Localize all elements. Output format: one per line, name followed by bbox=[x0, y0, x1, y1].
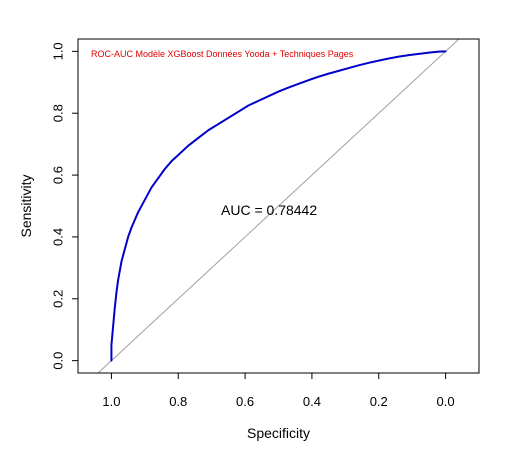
auc-label: AUC = 0.78442 bbox=[221, 202, 317, 218]
legend-text: ROC-AUC Modèle XGBoost Données Yooda + T… bbox=[91, 49, 354, 59]
y-tick-label: 0.4 bbox=[51, 228, 66, 246]
x-tick-label: 0.8 bbox=[169, 394, 187, 409]
x-axis-title: Specificity bbox=[247, 425, 310, 441]
x-tick-label: 0.4 bbox=[303, 394, 321, 409]
y-tick-label: 0.0 bbox=[51, 352, 66, 370]
x-tick-label: 0.6 bbox=[236, 394, 254, 409]
ticks-layer: 1.0 0.8 0.6 0.4 0.2 0.0 0.0 0.2 0.4 0.6 0.8 1.0 bbox=[51, 42, 455, 409]
auc-label-prefix: AUC = bbox=[221, 202, 263, 218]
y-tick-label: 0.8 bbox=[51, 104, 66, 122]
plot-layer bbox=[97, 39, 460, 373]
y-axis-title: Sensitivity bbox=[18, 174, 34, 237]
roc-curve-series bbox=[110, 50, 447, 362]
x-tick-label: 1.0 bbox=[102, 394, 120, 409]
plot-frame bbox=[77, 38, 480, 374]
x-tick-label: 0.2 bbox=[370, 394, 388, 409]
y-tick-label: 0.2 bbox=[51, 290, 66, 308]
y-tick-label: 0.6 bbox=[51, 166, 66, 184]
x-tick-label: 0.0 bbox=[437, 394, 455, 409]
reference-diagonal-line bbox=[97, 39, 460, 373]
y-tick-label: 1.0 bbox=[51, 42, 66, 60]
auc-value: 0.78442 bbox=[267, 202, 318, 218]
